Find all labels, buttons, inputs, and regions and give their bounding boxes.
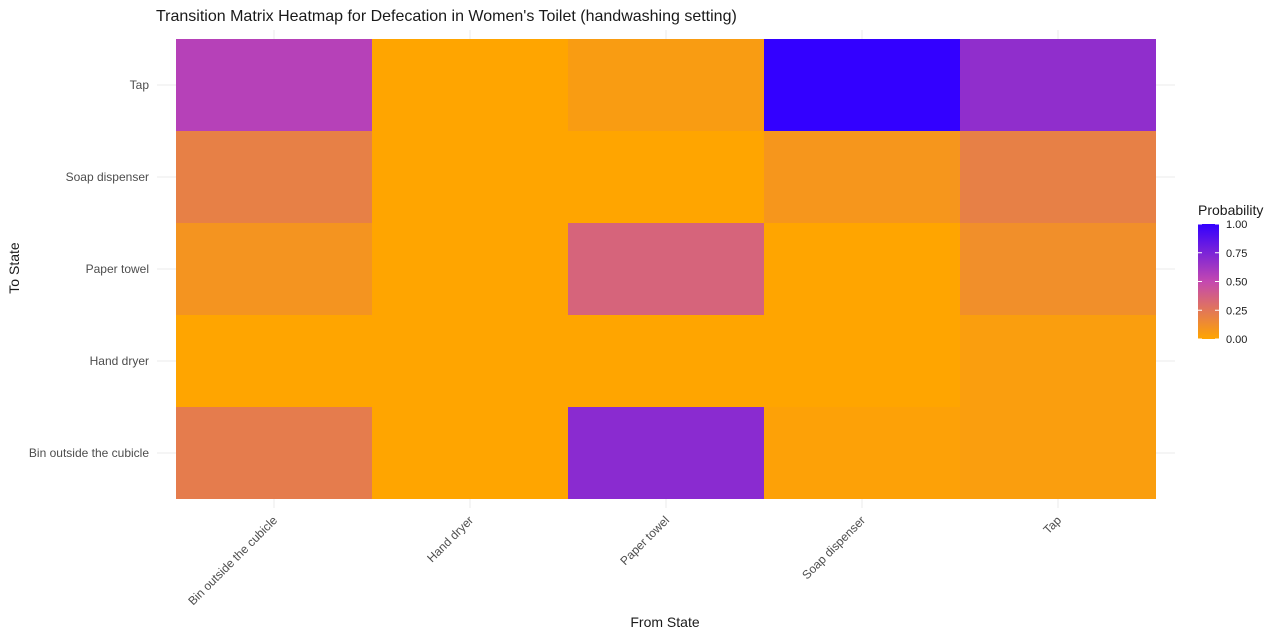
heatmap-cell xyxy=(960,407,1156,499)
y-tick-label: Hand dryer xyxy=(90,354,149,368)
legend-tick-label: 0.50 xyxy=(1226,277,1247,289)
heatmap-cell xyxy=(176,39,372,131)
heatmap-cell xyxy=(372,223,568,315)
x-tick-label: Paper towel xyxy=(617,513,672,568)
legend-ticks: 0.00 0.25 0.50 0.75 1.00 xyxy=(1198,219,1247,346)
x-tick-label: Tap xyxy=(1041,513,1065,537)
legend-colorbar xyxy=(1198,224,1219,339)
legend: Probability 0.00 0.25 0.50 0.75 1.00 xyxy=(1198,202,1263,346)
heatmap-cell xyxy=(568,315,764,407)
legend-tick-label: 0.75 xyxy=(1226,248,1247,260)
heatmap-cell xyxy=(764,223,960,315)
heatmap-cell xyxy=(764,407,960,499)
heatmap-cell xyxy=(372,315,568,407)
x-tick-label: Bin outside the cubicle xyxy=(185,513,280,608)
x-tick-label: Soap dispenser xyxy=(799,513,868,582)
legend-tick-label: 0.00 xyxy=(1226,334,1247,346)
heatmap-cell xyxy=(960,223,1156,315)
heatmap-cell xyxy=(176,315,372,407)
heatmap-cell xyxy=(372,131,568,223)
heatmap-cell xyxy=(176,223,372,315)
y-tick-label: Soap dispenser xyxy=(66,170,149,184)
heatmap-cell xyxy=(764,39,960,131)
heatmap-cells xyxy=(176,39,1156,499)
heatmap-cell xyxy=(764,315,960,407)
heatmap-cell xyxy=(764,131,960,223)
legend-tick-label: 1.00 xyxy=(1226,219,1247,231)
x-axis-title: From State xyxy=(630,614,699,630)
chart-title: Transition Matrix Heatmap for Defecation… xyxy=(156,8,737,25)
heatmap-cell xyxy=(568,131,764,223)
heatmap-cell xyxy=(960,39,1156,131)
heatmap-cell xyxy=(176,407,372,499)
heatmap-cell xyxy=(960,131,1156,223)
x-axis-ticks: Bin outside the cubicle Hand dryer Paper t… xyxy=(185,513,1064,608)
y-tick-label: Bin outside the cubicle xyxy=(29,446,149,460)
heatmap-cell xyxy=(372,407,568,499)
heatmap-cell xyxy=(568,39,764,131)
y-tick-label: Tap xyxy=(130,78,150,92)
heatmap-cell xyxy=(568,407,764,499)
heatmap-cell xyxy=(176,131,372,223)
heatmap-cell xyxy=(372,39,568,131)
legend-tick-label: 0.25 xyxy=(1226,305,1247,317)
x-tick-label: Hand dryer xyxy=(424,513,476,565)
legend-title: Probability xyxy=(1198,202,1263,218)
heatmap-cell xyxy=(960,315,1156,407)
y-axis-ticks: Bin outside the cubicle Hand dryer Paper t… xyxy=(29,78,149,460)
y-axis-title: To State xyxy=(6,242,22,294)
heatmap-cell xyxy=(568,223,764,315)
y-tick-label: Paper towel xyxy=(86,262,149,276)
